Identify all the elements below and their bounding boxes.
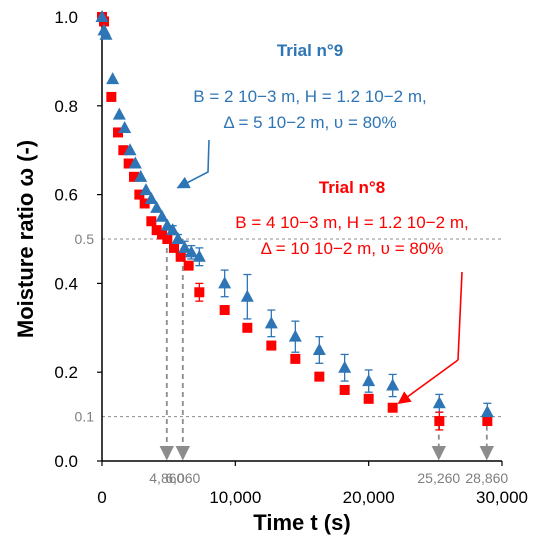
data-point-trial-9 (144, 192, 158, 205)
data-point-trial-9 (139, 183, 153, 196)
data-point-trial-8 (169, 242, 179, 253)
y-tick-label: 1.0 (54, 8, 78, 27)
annotation-trial-9-line-1: B = 2 10−3 m, H = 1.2 10−2 m, (193, 87, 426, 106)
x-tick-label: 30,000 (476, 488, 528, 507)
y-tick-label: 0.8 (54, 97, 78, 116)
data-point-trial-8 (314, 371, 325, 382)
data-point-trial-9 (155, 209, 169, 222)
data-point-trial-9 (171, 232, 185, 244)
data-point-trial-8 (219, 305, 230, 316)
data-point-trial-8 (482, 416, 493, 427)
data-point-trial-9 (184, 245, 198, 258)
data-point-trial-8 (123, 158, 134, 169)
data-point-trial-8 (266, 340, 277, 351)
data-point-trial-9 (118, 121, 132, 133)
data-point-trial-9 (150, 200, 164, 213)
reference-time-label: 4,860 (149, 470, 184, 486)
reference-value-label: 0.1 (75, 409, 95, 425)
data-point-trial-9 (178, 240, 192, 253)
data-point-trial-9 (312, 343, 326, 355)
data-point-trial-8 (339, 384, 350, 395)
y-tick-label: 0.4 (54, 274, 78, 293)
data-point-trial-8 (134, 189, 145, 200)
axes-layer (101, 17, 502, 462)
data-point-trial-8 (363, 393, 374, 404)
data-point-trial-9 (95, 10, 109, 22)
y-axis-title: Moisture ratio ω (-) (13, 140, 38, 338)
x-axis-title: Time t (s) (253, 510, 350, 535)
ticks-layer: 0 10,000 20,000 30,000 0.0 0.2 0.4 0.6 0.8 1.0 (54, 8, 528, 507)
data-point-trial-9 (338, 360, 352, 373)
data-point-trial-9 (166, 223, 180, 236)
data-point-trial-8 (151, 225, 162, 236)
annotation-trial-9: Trial n°9 B = 2 10−3 m, H = 1.2 10−2 m, … (193, 41, 426, 132)
data-point-trial-9 (386, 378, 400, 391)
data-point-trial-8 (175, 251, 186, 262)
annotation-trial-8-arrow-stem (457, 271, 463, 361)
data-point-trial-9 (288, 329, 302, 342)
data-point-trial-9 (264, 316, 278, 329)
data-point-trial-8 (162, 234, 173, 244)
reference-time-label: 28,860 (465, 470, 508, 486)
x-tick-label: 20,000 (343, 488, 395, 507)
y-tick-label: 0.2 (54, 363, 78, 382)
data-point-trial-8 (290, 353, 301, 364)
data-point-trial-8 (242, 322, 253, 333)
data-point-trial-9 (432, 396, 446, 409)
annotation-trial-8-arrow (397, 359, 459, 405)
data-point-trial-8 (146, 216, 157, 227)
data-point-trial-9 (480, 405, 494, 418)
annotation-trial-8: Trial n°8 B = 4 10−3 m, H = 1.2 10−2 m, … (235, 178, 468, 258)
data-point-trial-8 (194, 287, 205, 298)
data-point-trial-9 (106, 72, 120, 85)
data-point-trial-9 (128, 156, 142, 169)
data-point-trial-8 (113, 127, 123, 138)
x-tick-label: 0 (97, 488, 106, 507)
data-point-trial-8 (157, 229, 167, 240)
data-point-trial-8 (434, 416, 445, 427)
data-point-trial-9 (240, 289, 254, 302)
data-point-trial-8 (139, 198, 150, 209)
annotation-trial-9-line-2: Δ = 5 10−2 m, υ = 80% (223, 113, 396, 132)
data-point-trial-9 (99, 27, 113, 40)
data-point-trial-8 (129, 171, 139, 182)
annotation-trial-8-line-1: B = 4 10−3 m, H = 1.2 10−2 m, (235, 213, 468, 232)
annotation-trial-8-title: Trial n°8 (319, 178, 385, 197)
reference-value-label: 0.5 (75, 231, 95, 247)
data-point-trial-9 (362, 374, 376, 387)
y-tick-label: 0.0 (54, 452, 78, 471)
reference-time-label: 25,260 (417, 470, 460, 486)
markers-layer (95, 10, 494, 427)
data-point-trial-9 (192, 249, 206, 262)
annotation-trial-8-line-2: Δ = 10 10−2 m, υ = 80% (261, 239, 444, 258)
data-point-trial-8 (387, 402, 398, 413)
x-tick-label: 10,000 (209, 488, 261, 507)
data-point-trial-9 (112, 107, 126, 120)
annotations-layer: Trial n°9 B = 2 10−3 m, H = 1.2 10−2 m, … (176, 41, 469, 405)
data-point-trial-8 (118, 145, 129, 156)
data-point-trial-8 (183, 260, 194, 271)
reference-time-label: 6,060 (165, 470, 200, 486)
data-point-trial-9 (218, 276, 232, 289)
y-tick-label: 0.6 (54, 186, 78, 205)
annotation-trial-9-arrow (176, 139, 210, 189)
data-point-trial-9 (123, 143, 137, 156)
data-point-trial-8 (106, 91, 117, 102)
data-point-trial-9 (134, 169, 148, 182)
annotation-trial-9-title: Trial n°9 (277, 41, 343, 60)
